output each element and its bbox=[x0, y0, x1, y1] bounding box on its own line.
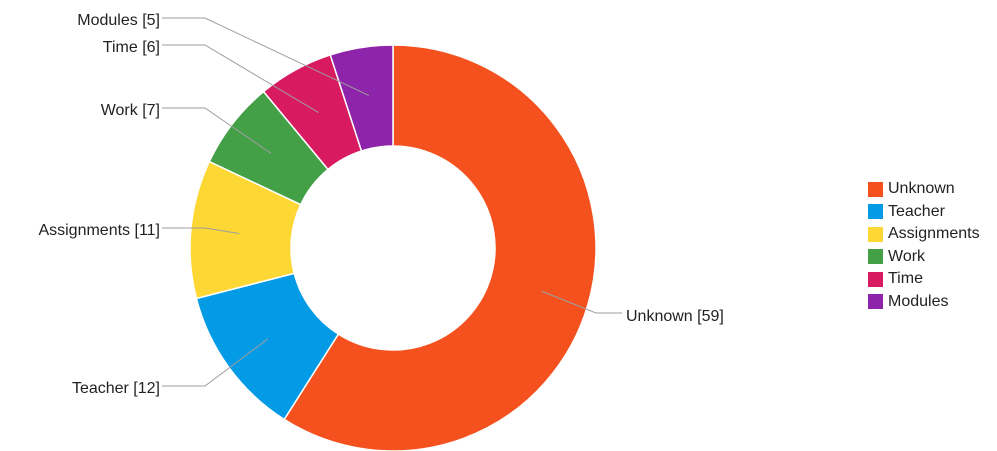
slice-modules[interactable] bbox=[329, 44, 394, 152]
slice-label-modules: Modules [5] bbox=[77, 12, 160, 29]
slices-group bbox=[189, 44, 597, 451]
leader-lines-group bbox=[162, 17, 622, 387]
slice-unknown[interactable] bbox=[283, 44, 597, 451]
slice-label-assignments: Assignments [11] bbox=[38, 222, 160, 239]
legend-item-modules[interactable]: Modules bbox=[868, 291, 980, 314]
legend-label-work: Work bbox=[888, 247, 926, 265]
legend-label-modules: Modules bbox=[888, 292, 949, 310]
legend-swatch-teacher bbox=[868, 204, 883, 220]
legend-swatch-time bbox=[868, 271, 883, 287]
slice-label-unknown: Unknown [59] bbox=[626, 308, 724, 325]
leader-line-time bbox=[162, 44, 319, 114]
legend-label-assignments: Assignments bbox=[888, 225, 980, 243]
legend: Unknown Teacher Assignments Work Time Mo… bbox=[868, 178, 980, 313]
leader-line-teacher bbox=[162, 338, 269, 387]
leader-line-modules bbox=[162, 17, 370, 96]
legend-swatch-assignments bbox=[868, 226, 883, 242]
legend-swatch-work bbox=[868, 249, 883, 265]
legend-label-time: Time bbox=[888, 270, 923, 288]
legend-swatch-unknown bbox=[868, 181, 883, 197]
legend-swatch-modules bbox=[868, 294, 883, 310]
legend-label-unknown: Unknown bbox=[888, 180, 955, 198]
legend-item-time[interactable]: Time bbox=[868, 268, 980, 291]
slice-label-time: Time [6] bbox=[103, 39, 160, 56]
legend-label-teacher: Teacher bbox=[888, 202, 945, 220]
leader-line-unknown bbox=[541, 290, 622, 314]
slice-label-work: Work [7] bbox=[101, 102, 160, 119]
legend-item-teacher[interactable]: Teacher bbox=[868, 201, 980, 224]
legend-item-assignments[interactable]: Assignments bbox=[868, 223, 980, 246]
leader-line-work bbox=[162, 107, 272, 154]
slice-label-teacher: Teacher [12] bbox=[72, 380, 160, 397]
slice-labels-group: Unknown [59] Teacher [12] Assignments [1… bbox=[38, 12, 723, 397]
legend-item-work[interactable]: Work bbox=[868, 246, 980, 269]
legend-item-unknown[interactable]: Unknown bbox=[868, 178, 980, 201]
leader-line-assignments bbox=[162, 227, 240, 234]
